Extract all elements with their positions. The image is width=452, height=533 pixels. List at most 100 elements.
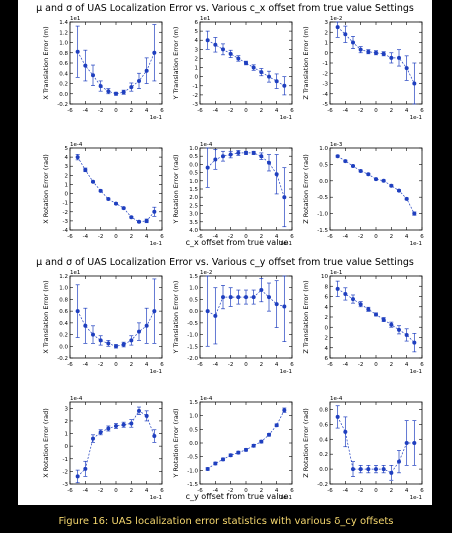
y-tick-label: 0.0 [59, 92, 68, 98]
data-point [152, 434, 157, 439]
y-multiplier: 1e-4 [200, 142, 213, 148]
data-point [129, 338, 134, 343]
x-tick-label: -6 [197, 108, 203, 114]
x-tick-label: -6 [327, 488, 333, 494]
x-tick-label: 2 [390, 108, 394, 114]
section-title-cy: μ and σ of UAS Localization Error vs. Va… [36, 257, 414, 268]
data-point [412, 441, 417, 445]
data-point [389, 322, 394, 327]
data-point [366, 467, 371, 472]
data-point [343, 291, 348, 296]
data-point [251, 150, 256, 155]
y-tick-label: -0.5 [317, 195, 328, 201]
data-point [366, 172, 371, 177]
data-point [144, 413, 149, 418]
series-line [337, 155, 415, 214]
data-point [83, 466, 88, 471]
data-point [98, 84, 103, 89]
x-tick-label: -2 [228, 234, 233, 240]
y-tick-label: 0.5 [319, 162, 328, 168]
series-line [207, 289, 285, 317]
x-tick-label: 4 [405, 108, 409, 114]
x-tick-label: -4 [343, 362, 349, 368]
y-tick-label: -2 [63, 210, 68, 216]
data-point [137, 78, 141, 83]
data-point [129, 215, 134, 220]
data-point [389, 55, 394, 60]
y-tick-label: 4 [325, 305, 329, 311]
y-tick-label: 2.5 [189, 203, 198, 209]
plot-frame [199, 401, 293, 485]
series-line [207, 39, 285, 87]
x-tick-label: -2 [98, 234, 103, 240]
y-tick-label: 0.4 [319, 437, 328, 443]
data-point [397, 459, 401, 464]
data-point [282, 83, 287, 88]
data-point [83, 63, 88, 68]
y-tick-label: 4 [325, 346, 329, 352]
data-point [374, 50, 378, 55]
data-point [251, 65, 256, 70]
x-tick-label: 0 [114, 108, 118, 114]
data-point [98, 430, 103, 435]
x-tick-label: 6 [290, 362, 294, 368]
data-point [251, 295, 256, 300]
x-tick-label: 6 [290, 234, 294, 240]
data-point [351, 164, 355, 169]
plot-frame [69, 21, 163, 105]
data-point [343, 159, 348, 164]
x-tick-label: 2 [390, 362, 394, 368]
x-tick-label: 0 [374, 362, 378, 368]
y-tick-label: -0.5 [187, 455, 198, 461]
data-point [397, 327, 401, 332]
data-point [152, 50, 157, 55]
x-tick-label: 4 [405, 362, 409, 368]
panel-1: -6 -4 -2 0 2 4 6-0.20.00.20.40.60.81.01.21.41e… [42, 16, 164, 121]
y-tick-label: 2 [325, 315, 329, 321]
y-tick-label: 2 [195, 56, 199, 62]
data-point [213, 461, 218, 466]
data-point [274, 79, 279, 84]
x-tick-label: 4 [275, 234, 279, 240]
y-multiplier: 1e-4 [70, 396, 83, 402]
y-tick-label: -1.5 [187, 344, 198, 350]
x-tick-label: -6 [197, 234, 203, 240]
y-tick-label: 5 [65, 146, 69, 152]
y-tick-label: 1.0 [189, 179, 198, 185]
x-tick-label: 2 [390, 488, 394, 494]
x-tick-label: -4 [213, 488, 219, 494]
y-axis-label: X Rotation Error (rad) [42, 408, 50, 478]
data-point [106, 341, 111, 346]
y-tick-label: 0 [65, 192, 69, 198]
data-point [282, 408, 287, 413]
y-multiplier: 1e-4 [330, 396, 343, 402]
y-tick-label: -2.0 [187, 356, 198, 362]
y-tick-label: 0.2 [319, 452, 328, 458]
data-point [381, 467, 386, 472]
x-tick-label: 0 [244, 234, 248, 240]
y-axis-label: Z Translation Error (m) [302, 280, 310, 353]
data-point [404, 196, 409, 201]
data-point [335, 154, 340, 159]
data-point [236, 150, 241, 155]
y-tick-label: -1.5 [187, 482, 198, 488]
data-point [221, 154, 225, 159]
y-tick-label: -4 [63, 228, 69, 234]
x-tick-label: 4 [275, 362, 279, 368]
y-tick-label: 1 [325, 41, 329, 47]
x-multiplier: 1e-1 [280, 495, 292, 501]
y-tick-label: 0 [195, 75, 199, 81]
y-tick-label: 0.0 [189, 162, 198, 168]
x-multiplier: 1e-1 [410, 369, 422, 375]
y-tick-label: -1.0 [187, 468, 198, 474]
data-point [213, 42, 218, 47]
x-tick-label: -4 [83, 108, 89, 114]
x-tick-label: 2 [130, 488, 134, 494]
x-tick-label: -4 [213, 362, 219, 368]
x-tick-label: 2 [260, 362, 264, 368]
x-tick-label: 6 [160, 108, 164, 114]
x-multiplier: 1e-1 [280, 115, 292, 121]
x-tick-label: 0 [244, 108, 248, 114]
y-tick-label: 1.2 [59, 274, 68, 280]
x-tick-label: 0 [244, 488, 248, 494]
